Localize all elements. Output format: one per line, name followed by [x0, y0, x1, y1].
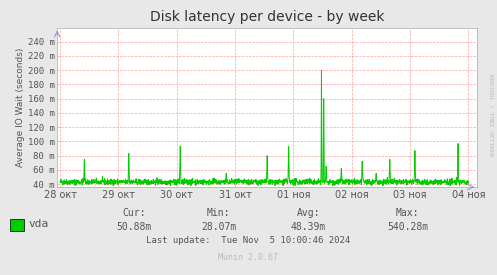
Title: Disk latency per device - by week: Disk latency per device - by week: [150, 10, 384, 24]
Y-axis label: Average IO Wait (seconds): Average IO Wait (seconds): [16, 48, 25, 167]
Text: Min:: Min:: [207, 208, 231, 218]
Text: Avg:: Avg:: [296, 208, 320, 218]
Text: Max:: Max:: [396, 208, 419, 218]
Text: 540.28m: 540.28m: [387, 222, 428, 232]
Text: 50.88m: 50.88m: [117, 222, 152, 232]
Text: 28.07m: 28.07m: [201, 222, 236, 232]
Text: 48.39m: 48.39m: [291, 222, 326, 232]
Text: Last update:  Tue Nov  5 10:00:46 2024: Last update: Tue Nov 5 10:00:46 2024: [147, 236, 350, 245]
Text: RRDTOOL / TOBI OETIKER: RRDTOOL / TOBI OETIKER: [488, 74, 493, 157]
Text: vda: vda: [29, 219, 49, 229]
Text: Munin 2.0.67: Munin 2.0.67: [219, 253, 278, 262]
Text: Cur:: Cur:: [122, 208, 146, 218]
